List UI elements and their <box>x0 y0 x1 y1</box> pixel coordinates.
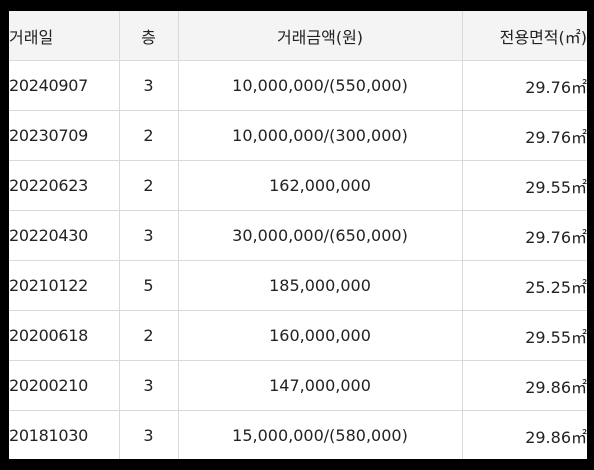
table-header: 거래일 층 거래금액(원) 전용면적(㎡) <box>9 11 587 61</box>
table-row: 20230709 2 10,000,000/(300,000) 29.76㎡ <box>9 110 587 161</box>
table-row: 20200618 2 160,000,000 29.55㎡ <box>9 310 587 361</box>
cell-price: 30,000,000/(650,000) <box>178 210 463 261</box>
table-row: 20220430 3 30,000,000/(650,000) 29.76㎡ <box>9 210 587 261</box>
cell-price: 147,000,000 <box>178 360 463 411</box>
cell-date: 20220623 <box>9 160 120 211</box>
cell-price: 10,000,000/(550,000) <box>178 60 463 111</box>
cell-area: 29.76㎡ <box>462 210 587 261</box>
column-header-price: 거래금액(원) <box>178 11 463 61</box>
column-header-floor: 층 <box>119 11 179 61</box>
table-body: 20240907 3 10,000,000/(550,000) 29.76㎡ 2… <box>9 60 587 459</box>
table-row: 20181030 3 15,000,000/(580,000) 29.86㎡ <box>9 410 587 459</box>
table-row: 20210122 5 185,000,000 25.25㎡ <box>9 260 587 311</box>
transaction-table: 거래일 층 거래금액(원) 전용면적(㎡) 20240907 3 10,000,… <box>9 11 587 459</box>
table-row: 20200210 3 147,000,000 29.86㎡ <box>9 360 587 411</box>
cell-date: 20200210 <box>9 360 120 411</box>
cell-date: 20181030 <box>9 410 120 459</box>
cell-floor: 3 <box>119 60 179 111</box>
cell-date: 20210122 <box>9 260 120 311</box>
cell-floor: 2 <box>119 310 179 361</box>
cell-floor: 3 <box>119 210 179 261</box>
cell-date: 20230709 <box>9 110 120 161</box>
cell-area: 29.55㎡ <box>462 160 587 211</box>
cell-price: 162,000,000 <box>178 160 463 211</box>
column-header-area: 전용면적(㎡) <box>462 11 587 61</box>
cell-date: 20200618 <box>9 310 120 361</box>
cell-date: 20220430 <box>9 210 120 261</box>
table-row: 20220623 2 162,000,000 29.55㎡ <box>9 160 587 211</box>
header-row: 거래일 층 거래금액(원) 전용면적(㎡) <box>9 11 587 61</box>
cell-area: 29.86㎡ <box>462 360 587 411</box>
cell-price: 160,000,000 <box>178 310 463 361</box>
cell-area: 29.86㎡ <box>525 427 587 447</box>
cell-floor: 2 <box>119 110 179 161</box>
transaction-table-panel: 거래일 층 거래금액(원) 전용면적(㎡) 20240907 3 10,000,… <box>9 11 587 459</box>
cell-price: 10,000,000/(300,000) <box>178 110 463 161</box>
table-row: 20240907 3 10,000,000/(550,000) 29.76㎡ <box>9 60 587 111</box>
cell-floor: 3 <box>119 360 179 411</box>
cell-area: 29.55㎡ <box>462 310 587 361</box>
cell-floor: 3 <box>119 410 179 459</box>
cell-price: 185,000,000 <box>178 260 463 311</box>
cell-area: 29.76㎡ <box>462 110 587 161</box>
column-header-date: 거래일 <box>9 11 120 61</box>
cell-area: 25.25㎡ <box>462 260 587 311</box>
cell-floor: 5 <box>119 260 179 311</box>
cell-price: 15,000,000/(580,000) <box>178 410 463 459</box>
cell-area: 29.76㎡ <box>462 60 587 111</box>
cell-date: 20240907 <box>9 60 120 111</box>
cell-floor: 2 <box>119 160 179 211</box>
